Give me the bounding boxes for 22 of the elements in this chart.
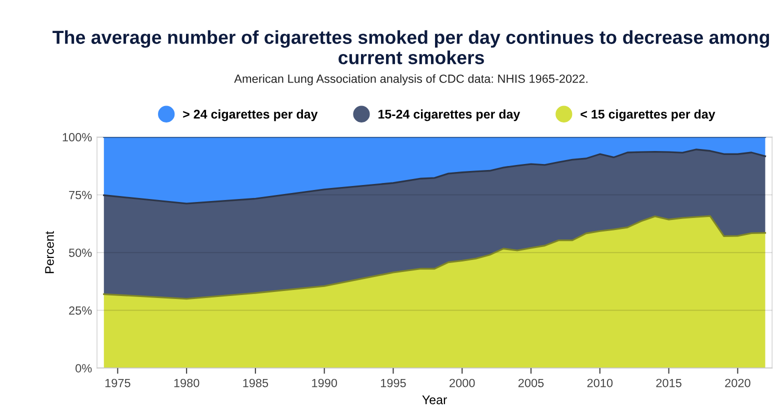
x-tick-label: 1980 — [174, 378, 200, 388]
x-tick-label: 2010 — [587, 378, 613, 388]
y-tick-label: 75% — [69, 190, 92, 200]
x-tick-label: 1995 — [380, 378, 406, 388]
x-tick-label: 1975 — [105, 378, 130, 388]
x-tick-label: 2005 — [518, 378, 544, 388]
legend-label: 15-24 cigarettes per day — [378, 109, 520, 122]
x-tick-label: 2000 — [450, 378, 475, 388]
y-axis-title: Percent — [45, 231, 54, 274]
x-tick-label: 1990 — [312, 378, 338, 388]
legend-label: > 24 cigarettes per day — [183, 109, 318, 122]
y-tick-label: 25% — [69, 306, 92, 315]
x-tick-label: 1985 — [243, 378, 268, 388]
legend-label: < 15 cigarettes per day — [580, 109, 716, 122]
chart-title: The average number of cigarettes smoked per day continues to decrease among current smokers — [52, 30, 770, 64]
chart-subtitle: American Lung Association analysis of CDC data: NHIS 1965-2022. — [234, 74, 588, 86]
x-tick-label: 2020 — [725, 378, 750, 388]
y-tick-label: 0% — [76, 364, 92, 372]
x-axis-title: Year — [422, 396, 447, 404]
y-tick-label: 100% — [62, 133, 92, 142]
x-tick-label: 2015 — [656, 378, 682, 388]
y-tick-label: 50% — [68, 248, 92, 257]
